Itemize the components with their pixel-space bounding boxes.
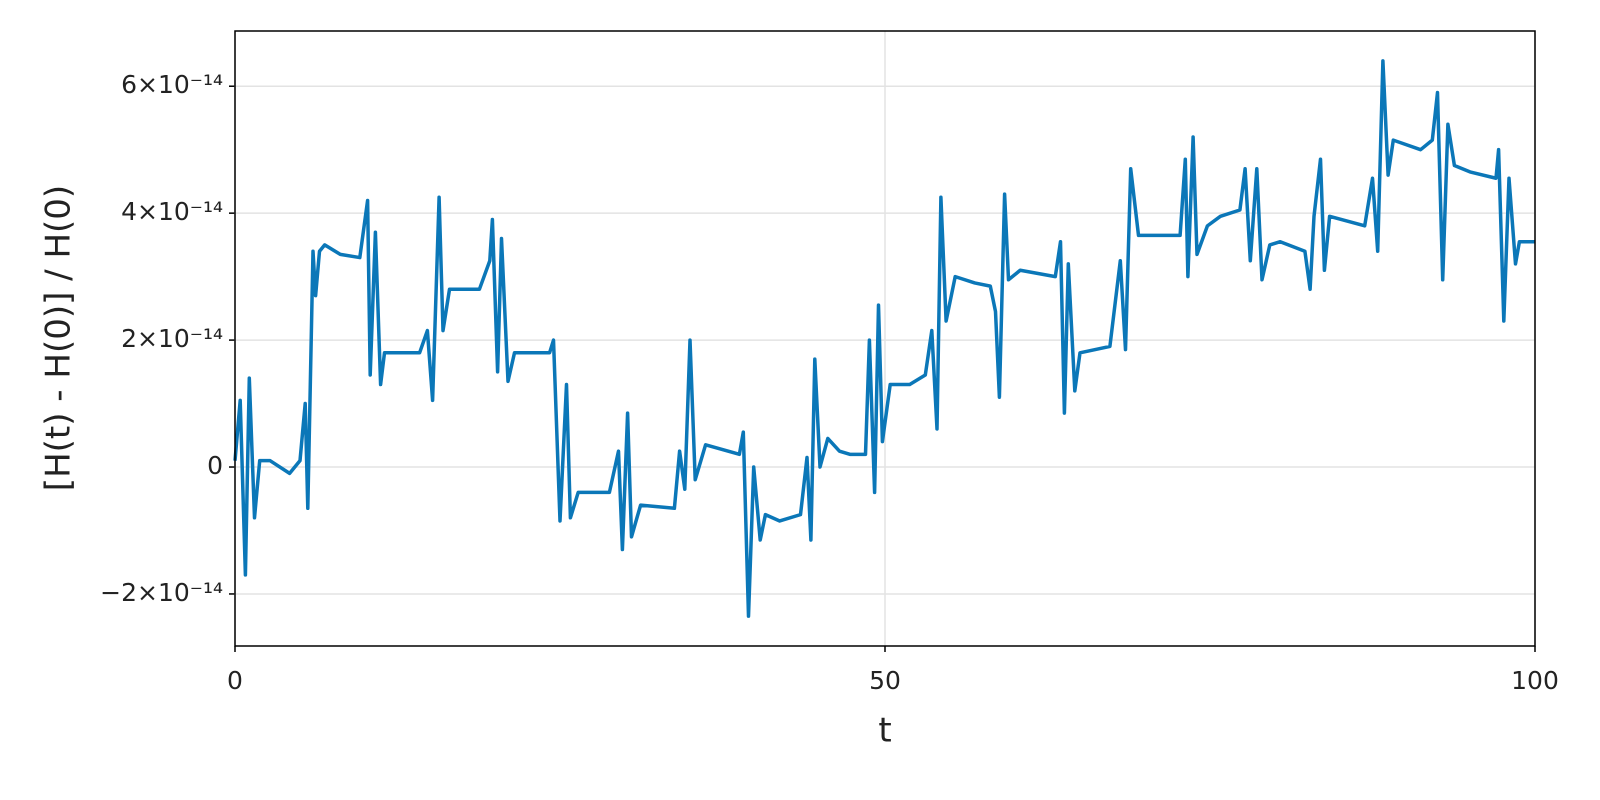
data-line — [233, 59, 1535, 618]
y-tick-label: 2×10⁻¹⁴ — [121, 324, 223, 353]
x-axis-title: t — [878, 711, 891, 751]
y-axis-title: [H(t) - H(0)] / H(0) — [39, 185, 79, 491]
plot-frame — [234, 30, 1536, 647]
y-tick-label: 0 — [207, 451, 223, 480]
x-tick-label: 50 — [869, 666, 901, 695]
y-tick-label: 6×10⁻¹⁴ — [121, 70, 223, 99]
y-tick-label: −2×10⁻¹⁴ — [100, 578, 223, 607]
x-tick-label: 0 — [227, 666, 243, 695]
x-tick-label: 100 — [1511, 666, 1559, 695]
y-tick-label: 4×10⁻¹⁴ — [121, 197, 223, 226]
